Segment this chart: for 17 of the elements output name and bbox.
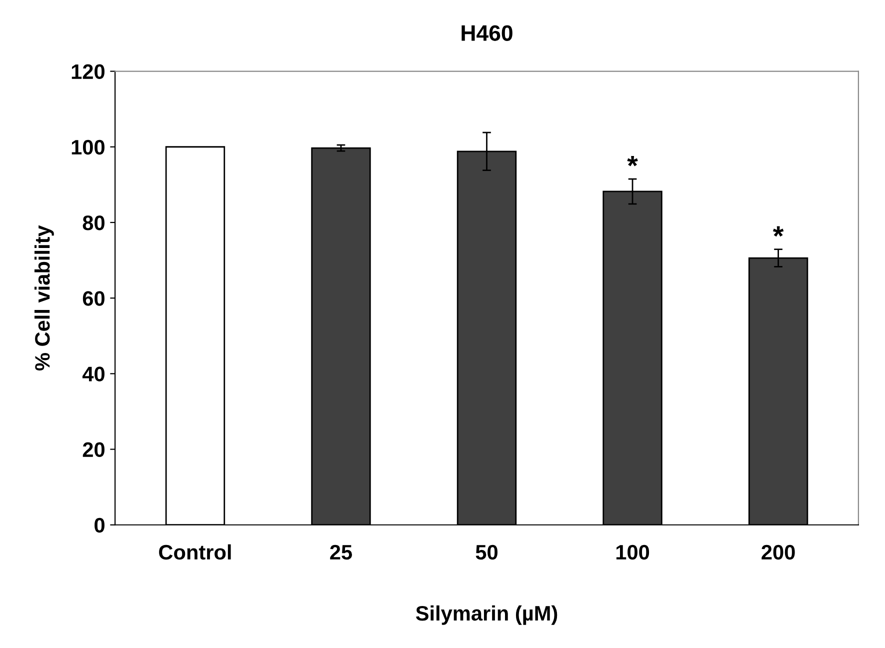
y-tick-label: 0 — [94, 518, 104, 533]
y-tick-label: 60 — [82, 291, 104, 306]
x-tick-label: 25 — [330, 544, 352, 560]
x-tick-label: 50 — [476, 544, 498, 560]
y-tick-label: 120 — [72, 64, 104, 80]
annotation: * — [772, 226, 784, 237]
x-axis-title: Silymarin (µM) — [416, 605, 558, 625]
annotation: * — [627, 156, 638, 166]
chart-title: H460 — [462, 25, 512, 41]
x-tick-label: Control — [159, 544, 231, 560]
y-tick-label: 20 — [82, 442, 104, 458]
y-axis-title: % Cell viability — [34, 225, 54, 370]
x-tick-label: 100 — [616, 544, 650, 560]
y-tick-label: 80 — [82, 215, 104, 230]
x-tick-label: 200 — [762, 544, 795, 560]
y-tick-label: 40 — [82, 366, 104, 382]
y-tick-label: 100 — [72, 140, 104, 155]
